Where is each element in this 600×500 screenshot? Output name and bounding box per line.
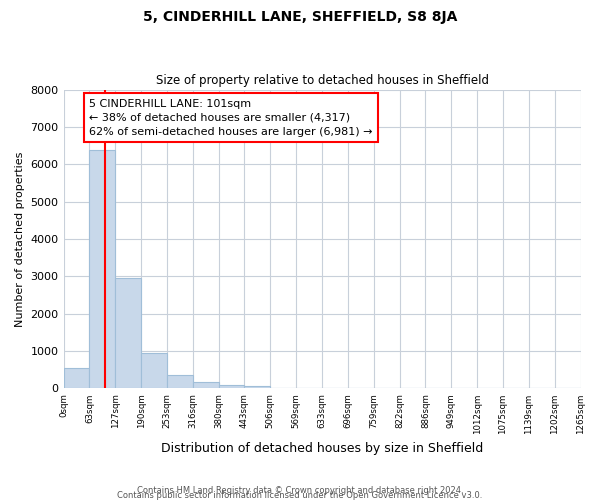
Bar (167, 374, 193, 388)
Bar (244, 386, 271, 388)
X-axis label: Distribution of detached houses by size in Sheffield: Distribution of detached houses by size … (161, 442, 483, 455)
Bar (64, 368, 89, 388)
Text: 5 CINDERHILL LANE: 101sqm
← 38% of detached houses are smaller (4,317)
62% of se: 5 CINDERHILL LANE: 101sqm ← 38% of detac… (89, 98, 373, 136)
Bar (218, 385, 244, 388)
Bar (115, 278, 141, 388)
Bar (193, 382, 218, 388)
Bar (89, 150, 115, 388)
Text: Contains public sector information licensed under the Open Government Licence v3: Contains public sector information licen… (118, 490, 482, 500)
Text: 5, CINDERHILL LANE, SHEFFIELD, S8 8JA: 5, CINDERHILL LANE, SHEFFIELD, S8 8JA (143, 10, 457, 24)
Title: Size of property relative to detached houses in Sheffield: Size of property relative to detached ho… (155, 74, 488, 87)
Bar (141, 352, 167, 388)
Y-axis label: Number of detached properties: Number of detached properties (15, 152, 25, 326)
Text: Contains HM Land Registry data © Crown copyright and database right 2024.: Contains HM Land Registry data © Crown c… (137, 486, 463, 495)
